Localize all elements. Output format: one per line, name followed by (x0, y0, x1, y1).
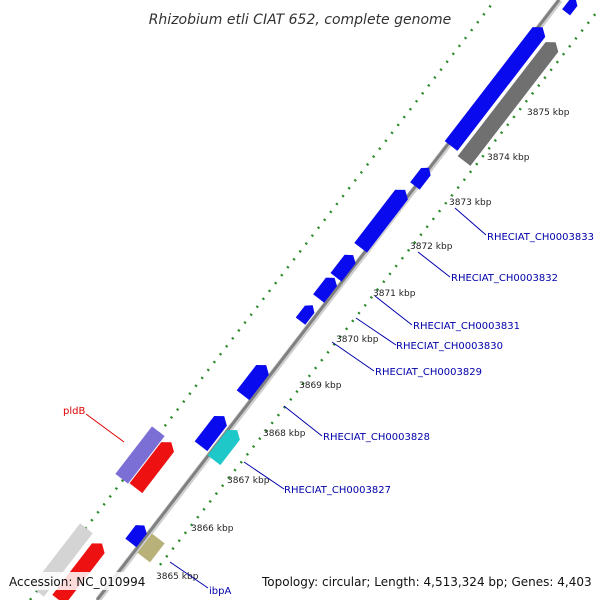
gene-label-ibpa[interactable]: ibpA (209, 586, 231, 597)
gene-red[interactable] (129, 437, 178, 494)
topology-text: Topology: circular; Length: 4,513,324 bp… (261, 575, 592, 589)
gene-forward[interactable] (562, 0, 580, 16)
ch3829-leader (331, 341, 375, 372)
gene-forward[interactable] (354, 185, 411, 253)
ch3828-leader (283, 405, 323, 437)
gene-label-ch3827[interactable]: RHECIAT_CH0003827 (284, 485, 391, 496)
ch3831-leader (374, 295, 413, 326)
pldb-leader (85, 413, 125, 443)
gene-forward[interactable] (313, 274, 340, 303)
tick-label: 3866 kbp (191, 524, 234, 534)
gene-cyan[interactable] (207, 425, 244, 466)
accession-bg (6, 572, 148, 590)
accession-text: Accession: NC_010994 (9, 575, 145, 589)
gene-label-ch3831[interactable]: RHECIAT_CH0003831 (413, 321, 520, 332)
gene-forward[interactable] (444, 22, 549, 151)
tick-label: 3871 kbp (373, 289, 416, 299)
ch3827-leader (243, 461, 285, 490)
tick-label: 3865 kbp (156, 572, 199, 582)
tick-label: 3868 kbp (263, 429, 306, 439)
ch3830-leader (355, 317, 397, 346)
gene-forward[interactable] (236, 360, 273, 401)
gene-label-ch3829[interactable]: RHECIAT_CH0003829 (375, 367, 482, 378)
gene-gray[interactable] (457, 37, 562, 166)
gene-forward[interactable] (295, 302, 318, 325)
tick-label: 3872 kbp (410, 242, 453, 252)
gene-ibpa[interactable] (137, 533, 165, 563)
gene-label-ch3830[interactable]: RHECIAT_CH0003830 (396, 341, 503, 352)
gc-track-inner (159, 7, 600, 566)
gene-forward[interactable] (125, 521, 150, 548)
gene-forward[interactable] (330, 251, 359, 282)
gene-label-ch3828[interactable]: RHECIAT_CH0003828 (323, 432, 430, 443)
gene-pldb[interactable] (115, 426, 165, 484)
gene-label-ch3832[interactable]: RHECIAT_CH0003832 (451, 273, 558, 284)
ibpa-leader (169, 561, 209, 589)
tick-label: 3867 kbp (227, 476, 270, 486)
tick-label: 3873 kbp (449, 198, 492, 208)
tick-label: 3875 kbp (527, 108, 570, 118)
gene-label-pldb[interactable]: pldB (63, 406, 85, 417)
map-title: Rhizobium etli CIAT 652, complete genome (149, 12, 452, 28)
ch3833-leader (454, 207, 487, 236)
tick-label: 3869 kbp (299, 381, 342, 391)
tick-label: 3874 kbp (487, 153, 530, 163)
gene-forward[interactable] (194, 411, 231, 452)
ch3832-leader (417, 251, 451, 278)
gene-label-ch3833[interactable]: RHECIAT_CH0003833 (487, 232, 594, 243)
tick-label: 3870 kbp (336, 335, 379, 345)
gc-track-outer (29, 0, 496, 600)
gene-forward[interactable] (410, 164, 434, 190)
